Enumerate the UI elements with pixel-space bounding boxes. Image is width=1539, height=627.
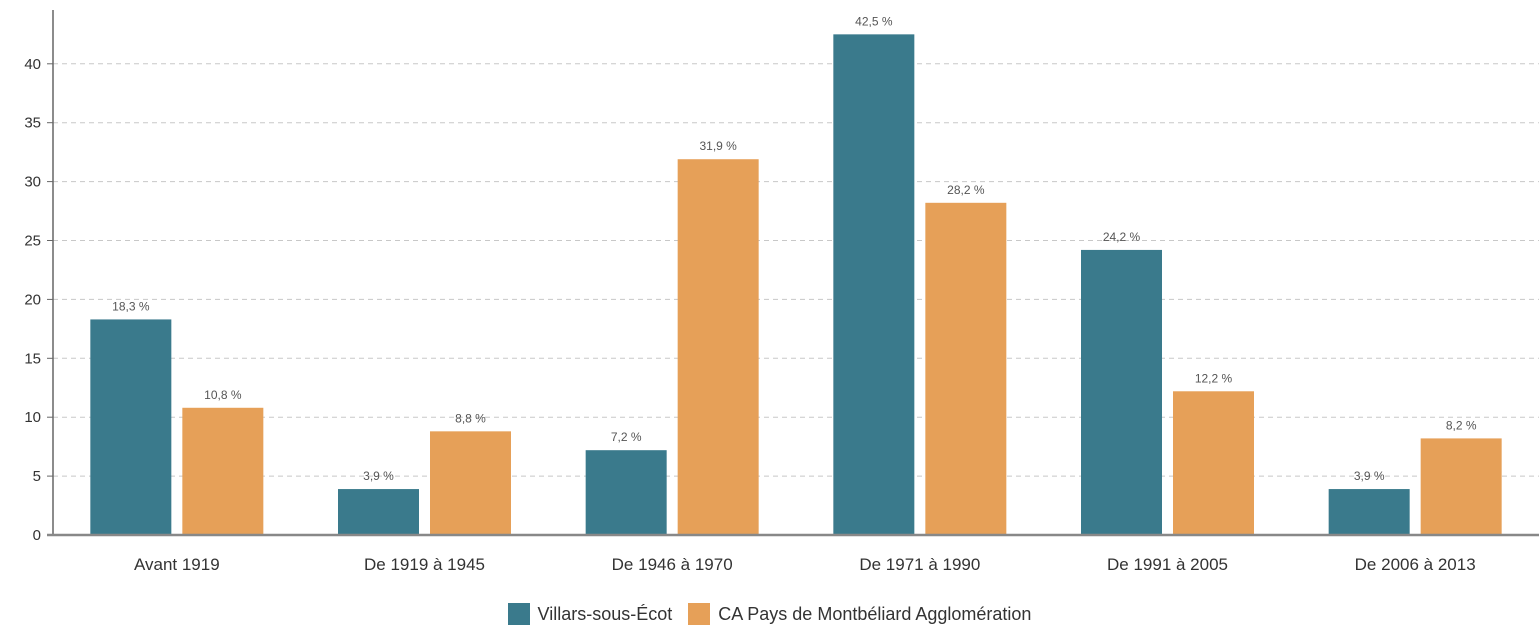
y-tick-label: 25 bbox=[24, 233, 41, 250]
data-label: 31,9 % bbox=[699, 139, 737, 153]
y-tick-label: 40 bbox=[24, 56, 41, 73]
y-tick-label: 30 bbox=[24, 174, 41, 191]
bar-ca-montbeliard bbox=[182, 407, 264, 535]
bar-ca-montbeliard bbox=[430, 431, 511, 535]
bar-villars bbox=[90, 319, 172, 535]
x-axis: Avant 1919 De 1919 à 1945 De 1946 à 1970 De… bbox=[47, 533, 1539, 574]
data-label: 18,3 % bbox=[112, 299, 150, 313]
x-tick-label: De 1971 à 1990 bbox=[859, 555, 980, 574]
y-tick-label: 5 bbox=[33, 468, 41, 485]
legend: Villars-sous-Écot CA Pays de Montbéliard… bbox=[0, 603, 1539, 625]
bar-ca-montbeliard bbox=[677, 159, 759, 535]
y-tick-label: 10 bbox=[24, 409, 41, 426]
y-tick-label: 20 bbox=[24, 291, 41, 308]
data-label: 28,2 % bbox=[947, 183, 985, 197]
data-label: 42,5 % bbox=[855, 14, 893, 28]
data-label: 10,8 % bbox=[204, 388, 242, 402]
data-label: 24,2 % bbox=[1103, 230, 1141, 244]
x-tick-label: De 2006 à 2013 bbox=[1355, 555, 1476, 574]
bar-villars bbox=[833, 34, 915, 535]
y-tick-label: 0 bbox=[33, 527, 41, 544]
data-label: 8,2 % bbox=[1446, 418, 1477, 432]
legend-item-villars: Villars-sous-Écot bbox=[507, 603, 673, 625]
legend-label-ca-montbeliard: CA Pays de Montbéliard Agglomération bbox=[718, 603, 1032, 624]
x-tick-label: De 1919 à 1945 bbox=[364, 555, 485, 574]
bar-villars bbox=[1081, 249, 1162, 535]
x-tick-label: De 1946 à 1970 bbox=[612, 555, 733, 574]
bar-ca-montbeliard bbox=[925, 202, 1007, 535]
legend-swatch-ca-montbeliard bbox=[688, 603, 711, 625]
y-axis: 0 5 10 15 20 25 30 35 40 bbox=[24, 10, 54, 544]
y-tick-label: 15 bbox=[24, 350, 41, 367]
data-labels: 18,3 % 10,8 % 3,9 % 8,8 % 7,2 % 31,9 % 42,5 % 2… bbox=[112, 14, 1477, 483]
legend-item-ca-montbeliard: CA Pays de Montbéliard Agglomération bbox=[688, 603, 1031, 625]
bar-ca-montbeliard bbox=[1420, 438, 1502, 535]
x-tick-label: Avant 1919 bbox=[134, 555, 220, 574]
legend-label-villars: Villars-sous-Écot bbox=[537, 603, 673, 624]
bar-villars bbox=[1328, 489, 1410, 535]
x-tick-label: De 1991 à 2005 bbox=[1107, 555, 1228, 574]
bar-villars bbox=[338, 489, 419, 535]
legend-swatch-villars bbox=[507, 603, 530, 625]
data-label: 8,8 % bbox=[455, 411, 486, 425]
gridlines bbox=[53, 63, 1539, 477]
data-label: 3,9 % bbox=[1354, 469, 1385, 483]
bar-villars bbox=[585, 450, 667, 535]
bar-ca-montbeliard bbox=[1173, 391, 1254, 535]
data-label: 3,9 % bbox=[363, 469, 394, 483]
y-tick-label: 35 bbox=[24, 115, 41, 132]
bars bbox=[90, 34, 1502, 535]
data-label: 12,2 % bbox=[1195, 371, 1233, 385]
data-label: 7,2 % bbox=[611, 430, 642, 444]
